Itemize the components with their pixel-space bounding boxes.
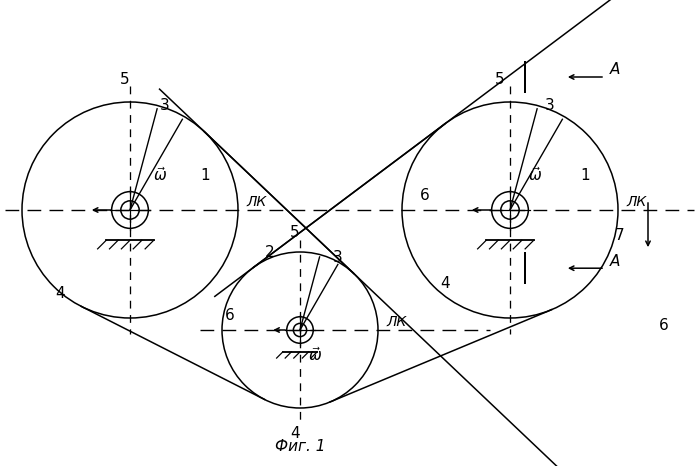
Text: 3: 3 <box>160 98 170 113</box>
Text: 4: 4 <box>440 276 450 291</box>
Text: 1: 1 <box>580 168 590 183</box>
Text: $\vec{\omega}$: $\vec{\omega}$ <box>153 166 167 184</box>
Text: 1: 1 <box>200 168 210 183</box>
Text: 6: 6 <box>225 308 235 323</box>
Text: 5: 5 <box>290 225 300 240</box>
Text: ЛК: ЛК <box>386 315 406 329</box>
Text: 6: 6 <box>659 318 669 333</box>
Text: A: A <box>610 254 621 269</box>
Text: ЛК: ЛК <box>246 195 266 209</box>
Text: $\vec{\omega}$: $\vec{\omega}$ <box>528 166 542 184</box>
Text: Фиг. 1: Фиг. 1 <box>275 439 326 454</box>
Text: 3: 3 <box>545 98 555 113</box>
Text: 2: 2 <box>265 245 275 260</box>
Text: 7: 7 <box>615 228 625 243</box>
Text: 4: 4 <box>55 286 65 301</box>
Text: A: A <box>610 62 621 77</box>
Text: $\vec{\omega}$: $\vec{\omega}$ <box>308 346 322 364</box>
Text: 4: 4 <box>290 426 300 441</box>
Text: 6: 6 <box>420 188 430 203</box>
Text: 5: 5 <box>120 72 130 87</box>
Text: ЛК: ЛК <box>626 195 647 209</box>
Text: 5: 5 <box>495 72 505 87</box>
Text: 3: 3 <box>333 250 343 265</box>
